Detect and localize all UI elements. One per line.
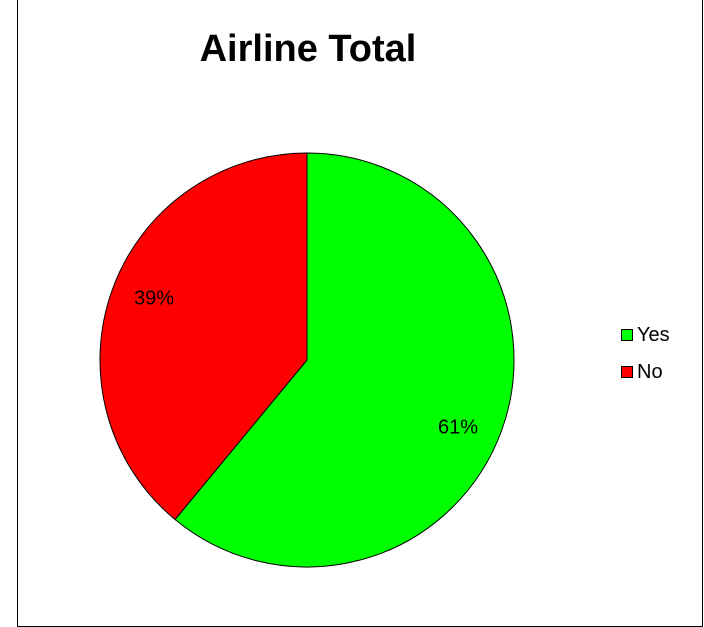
pie-labels: 61% 39% (134, 287, 478, 438)
legend-swatch-yes (621, 329, 633, 341)
pie-slices (99, 152, 515, 568)
chart-title: Airline Total (199, 28, 417, 70)
slice-label-no: 39% (134, 287, 174, 309)
slice-label-yes: 61% (438, 416, 478, 438)
pie-slice-yes (174, 152, 515, 568)
pie-slice-no (99, 152, 308, 521)
legend-label-no: No (637, 360, 663, 383)
legend-item-no: No (621, 359, 670, 385)
legend-swatch-no (621, 366, 633, 378)
legend-label-yes: Yes (637, 323, 670, 346)
legend-item-yes: Yes (621, 322, 670, 348)
legend: Yes No (621, 322, 670, 396)
